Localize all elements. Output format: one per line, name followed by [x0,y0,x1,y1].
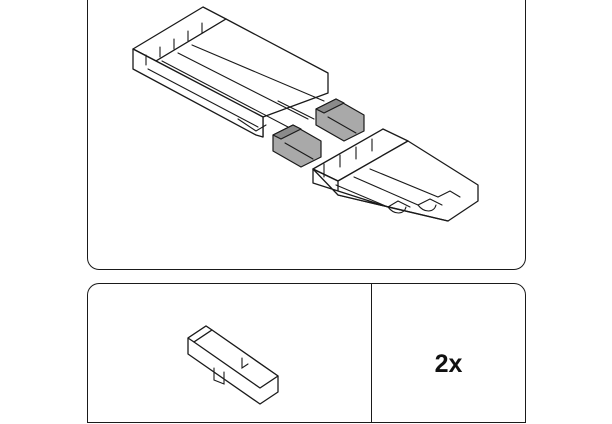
quantity-label: 2x [434,350,463,378]
rail-connector-icon [272,124,322,168]
track-rail-icon [132,6,329,138]
rail-connector-icon [187,325,279,405]
track-rail-icon [312,128,479,222]
assembly-step-panel [87,0,526,270]
track-rail-assembly-illustration [132,6,479,222]
part-quantity-panel: 2x [371,283,526,423]
rail-connector-icon [315,98,365,142]
part-illustration-panel [87,283,372,423]
